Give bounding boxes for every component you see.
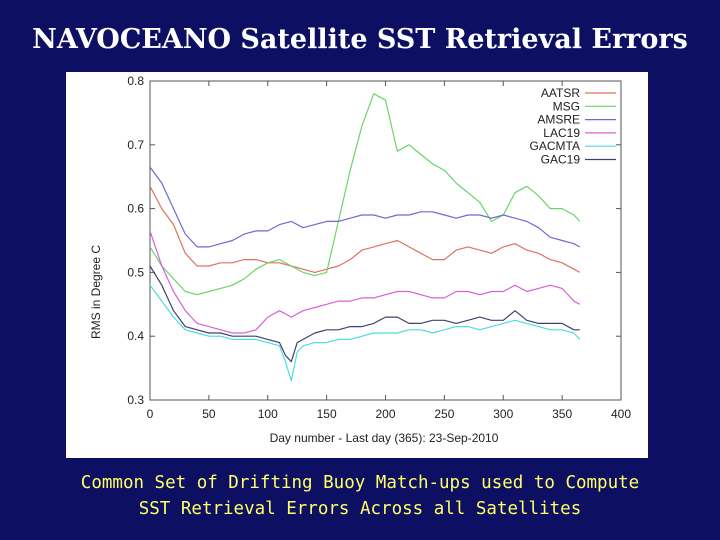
legend-label: AATSR [541,86,580,100]
series-line-gac19 [149,265,580,363]
y-tick-label: 0.4 [127,329,144,343]
x-tick-label: 0 [147,407,154,421]
x-tick-label: 350 [552,407,572,421]
x-axis-label: Day number - Last day (365): 23-Sep-2010 [270,431,499,445]
legend-label: MSG [553,99,580,113]
y-tick-label: 0.6 [127,202,144,216]
caption-line-2: SST Retrieval Errors Across all Satellit… [138,499,582,519]
x-tick-label: 300 [493,407,513,421]
series-line-msg [149,93,581,296]
caption-line-1: Common Set of Drifting Buoy Match-ups us… [80,473,640,493]
series-line-aatsr [149,186,581,273]
chart-panel: RMS in Degree C Day number - Last day (3… [66,72,648,458]
y-tick-label: 0.7 [127,138,144,152]
rms-line-chart: RMS in Degree C Day number - Last day (3… [89,74,631,445]
series-line-amsre [149,166,581,248]
legend-label: AMSRE [537,113,580,127]
legend-label: GAC19 [541,153,581,167]
slide-caption: Common Set of Drifting Buoy Match-ups us… [0,470,720,522]
x-tick-label: 200 [375,407,395,421]
x-tick-label: 400 [611,407,631,421]
y-tick-label: 0.5 [127,265,144,279]
series-line-gacmta [149,284,581,382]
y-axis-label: RMS in Degree C [89,245,103,339]
legend-label: LAC19 [543,126,580,140]
x-tick-label: 100 [258,407,278,421]
legend-label: GACMTA [530,139,580,153]
x-tick-label: 150 [317,407,337,421]
x-tick-label: 50 [202,407,216,421]
y-tick-label: 0.3 [127,393,144,407]
slide-title: NAVOCEANO Satellite SST Retrieval Errors [32,24,688,55]
y-tick-label: 0.8 [127,74,144,88]
series-line-lac19 [149,230,581,334]
x-tick-label: 250 [434,407,454,421]
